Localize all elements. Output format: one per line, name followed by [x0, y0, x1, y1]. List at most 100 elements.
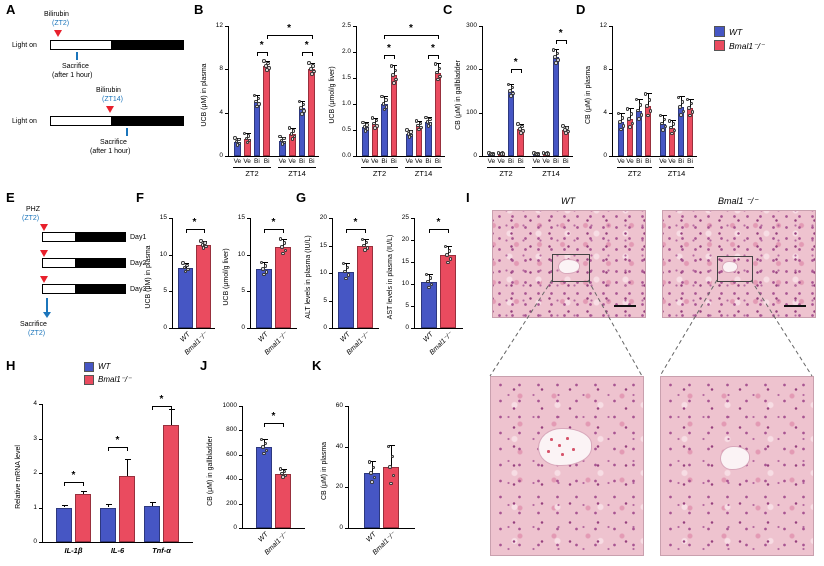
bar [390, 75, 397, 156]
axis [225, 69, 228, 71]
pt [447, 249, 452, 253]
axis [414, 218, 415, 328]
pt [365, 246, 370, 250]
pt [510, 85, 515, 90]
axis [612, 26, 613, 156]
pt [689, 101, 694, 106]
axis [510, 69, 521, 71]
axis [343, 263, 350, 265]
ytick: 20 [335, 483, 343, 491]
glab: Tnf-α [152, 546, 171, 555]
pt [363, 248, 367, 252]
ytick: 0 [241, 324, 245, 331]
pt [375, 124, 379, 128]
pt [671, 122, 676, 126]
scale-bar [614, 305, 636, 307]
ytick: 20 [401, 236, 409, 243]
scale-bar [784, 305, 806, 307]
pt [262, 451, 266, 456]
ytick: 4 [603, 108, 607, 116]
pt [252, 93, 257, 98]
sacrifice-arrow-icon [46, 298, 48, 312]
star: * [287, 22, 292, 34]
pt [509, 94, 513, 98]
chart-b-ucb-liver: 0.0 0.5 1.0 1.5 2.0 2.5 UCB (μmol/g liver) Ve Ve… [326, 12, 448, 182]
pt [388, 465, 392, 469]
pt [499, 152, 504, 156]
pt [661, 128, 665, 132]
chart-g-ast: 0 5 10 15 20 25 AST levels in plasma (IU/L) WT B… [384, 204, 466, 358]
pt [264, 448, 269, 453]
pt [182, 265, 187, 270]
axis [301, 52, 312, 53]
axis [105, 504, 112, 506]
xlab: Ve [659, 158, 667, 165]
pt [267, 66, 271, 70]
panel-letter-h: H [6, 358, 16, 373]
axis [555, 39, 557, 44]
axis [64, 505, 65, 508]
axis [264, 423, 283, 425]
pt [183, 269, 188, 274]
pt [386, 444, 391, 449]
xlab: Bi [636, 158, 642, 165]
axis [429, 229, 430, 233]
axis [171, 405, 172, 410]
bar [163, 424, 179, 542]
bmal1-color-swatch [714, 40, 725, 51]
ytick: 1.0 [341, 100, 351, 107]
red-blood-cell [561, 453, 564, 456]
pt [436, 77, 440, 82]
pt [346, 273, 351, 277]
pt [435, 70, 439, 75]
axis [264, 229, 283, 230]
xlab: Bi [678, 158, 684, 165]
pt [438, 74, 442, 79]
zt14-label: (ZT14) [102, 96, 123, 103]
wt-color-swatch [714, 26, 725, 37]
ytick: 400 [226, 475, 237, 483]
histology-zoom-bmal1 [660, 376, 814, 556]
axis [393, 54, 395, 59]
ytick: 100 [466, 108, 477, 116]
axis [42, 404, 43, 542]
axis [244, 133, 251, 135]
pt [391, 73, 395, 77]
ytick: 2.0 [341, 48, 351, 55]
axis [346, 229, 365, 230]
pt [257, 102, 261, 106]
pt [426, 279, 430, 284]
pt [409, 130, 413, 134]
axis [435, 63, 442, 65]
pt [262, 59, 266, 63]
pt [281, 251, 285, 256]
axis [520, 69, 522, 74]
axis [508, 84, 515, 86]
pt [405, 128, 409, 132]
ytick: 10 [401, 280, 409, 287]
injection-arrow-icon [106, 106, 114, 113]
ytick: 15 [319, 241, 327, 249]
axis [329, 218, 332, 219]
pt [628, 125, 632, 129]
axis [353, 130, 356, 131]
axis [261, 262, 268, 263]
pt [448, 257, 453, 261]
chart-k-cb-plasma: 0 20 40 60 CB (μM) in plasma WT Bmal1⁻/⁻ [318, 392, 418, 558]
pt [679, 113, 683, 117]
axis [479, 26, 482, 27]
xlab: Bi [507, 158, 514, 165]
pt [363, 129, 368, 133]
pt [565, 126, 569, 130]
pt [344, 276, 348, 280]
axis [482, 26, 483, 156]
pt [534, 152, 539, 157]
pt [426, 124, 431, 128]
xlab: Ve [288, 158, 296, 165]
pt [437, 66, 442, 71]
pt [424, 272, 429, 277]
panel-letter-g: G [296, 190, 307, 205]
legend-label-wt: WT [729, 26, 743, 37]
bar [100, 507, 116, 542]
pt [616, 111, 621, 116]
